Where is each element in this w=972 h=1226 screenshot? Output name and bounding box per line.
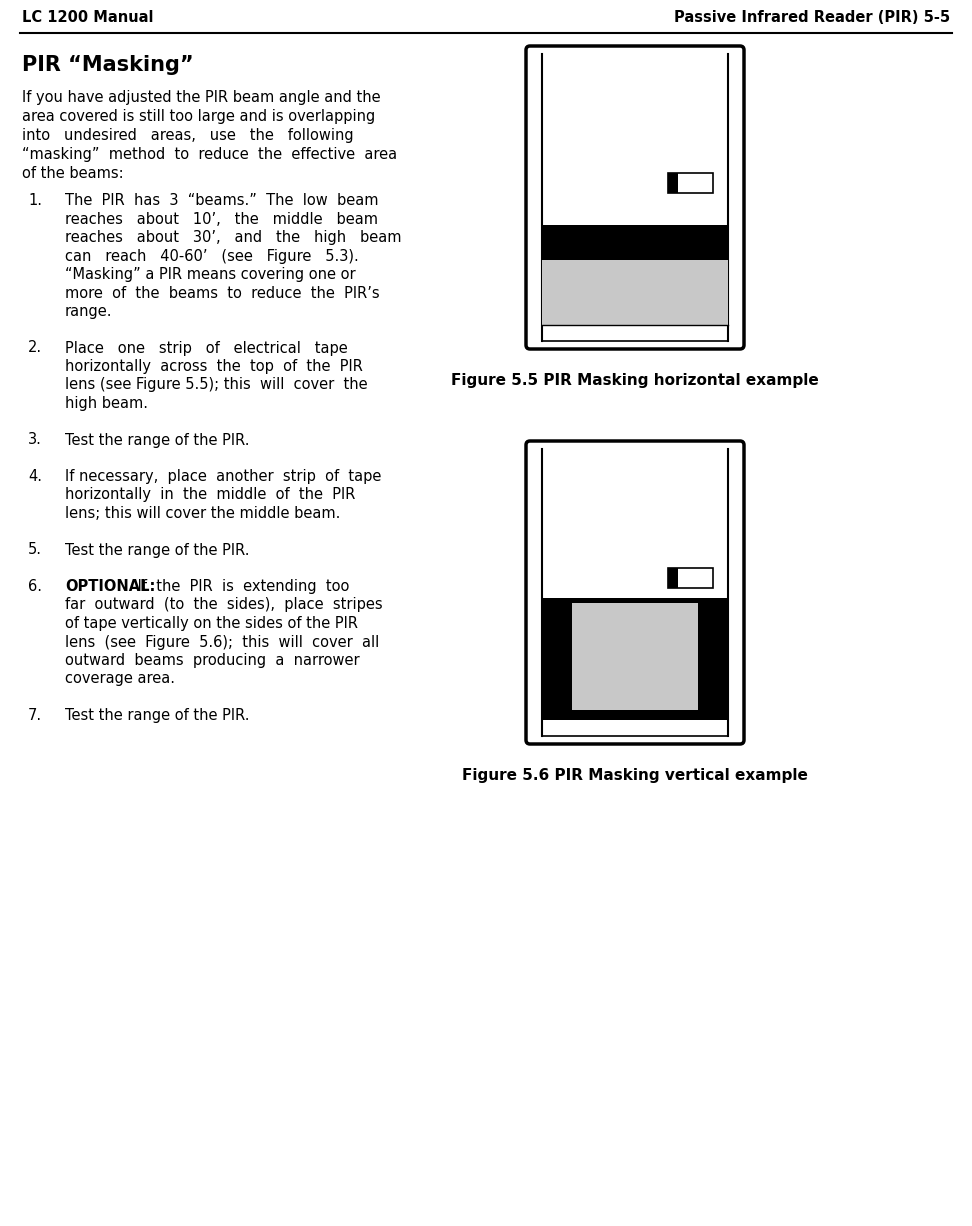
Bar — [668, 173, 678, 192]
Text: “masking”  method  to  reduce  the  effective  area: “masking” method to reduce the effective… — [22, 147, 398, 162]
Text: area covered is still too large and is overlapping: area covered is still too large and is o… — [22, 109, 375, 124]
Text: If  the  PIR  is  extending  too: If the PIR is extending too — [133, 579, 349, 595]
Text: 4.: 4. — [28, 470, 42, 484]
Text: into   undesired   areas,   use   the   following: into undesired areas, use the following — [22, 128, 354, 143]
Text: coverage area.: coverage area. — [65, 672, 175, 687]
Text: lens; this will cover the middle beam.: lens; this will cover the middle beam. — [65, 506, 340, 521]
Text: can   reach   40-60’   (see   Figure   5.3).: can reach 40-60’ (see Figure 5.3). — [65, 249, 359, 264]
Text: outward  beams  producing  a  narrower: outward beams producing a narrower — [65, 653, 360, 668]
Text: of the beams:: of the beams: — [22, 166, 123, 181]
Text: 7.: 7. — [28, 707, 42, 723]
Bar — [668, 568, 713, 588]
Text: 3.: 3. — [28, 433, 42, 447]
Text: high beam.: high beam. — [65, 396, 148, 411]
Text: Place   one   strip   of   electrical   tape: Place one strip of electrical tape — [65, 341, 348, 356]
Text: 6.: 6. — [28, 579, 42, 595]
Text: horizontally  across  the  top  of  the  PIR: horizontally across the top of the PIR — [65, 359, 363, 374]
Bar — [572, 603, 698, 710]
FancyBboxPatch shape — [526, 47, 744, 349]
Text: horizontally  in  the  middle  of  the  PIR: horizontally in the middle of the PIR — [65, 488, 356, 503]
Text: PIR “Masking”: PIR “Masking” — [22, 55, 193, 75]
Text: If necessary,  place  another  strip  of  tape: If necessary, place another strip of tap… — [65, 470, 381, 484]
Text: 2.: 2. — [28, 341, 42, 356]
Text: Figure 5.6 PIR Masking vertical example: Figure 5.6 PIR Masking vertical example — [462, 767, 808, 783]
Text: lens  (see  Figure  5.6);  this  will  cover  all: lens (see Figure 5.6); this will cover a… — [65, 635, 379, 650]
Text: 1.: 1. — [28, 192, 42, 208]
Text: more  of  the  beams  to  reduce  the  PIR’s: more of the beams to reduce the PIR’s — [65, 286, 380, 300]
Text: OPTIONAL:: OPTIONAL: — [65, 579, 156, 595]
FancyBboxPatch shape — [526, 441, 744, 744]
Text: Figure 5.5 PIR Masking horizontal example: Figure 5.5 PIR Masking horizontal exampl… — [451, 373, 818, 387]
Text: “Masking” a PIR means covering one or: “Masking” a PIR means covering one or — [65, 267, 356, 282]
Text: The  PIR  has  3  “beams.”  The  low  beam: The PIR has 3 “beams.” The low beam — [65, 192, 378, 208]
Text: Passive Infrared Reader (PIR) 5-5: Passive Infrared Reader (PIR) 5-5 — [674, 10, 950, 25]
Text: range.: range. — [65, 304, 113, 319]
Text: far  outward  (to  the  sides),  place  stripes: far outward (to the sides), place stripe… — [65, 597, 383, 613]
Text: lens (see Figure 5.5); this  will  cover  the: lens (see Figure 5.5); this will cover t… — [65, 378, 367, 392]
Text: 5.: 5. — [28, 542, 42, 558]
Text: of tape vertically on the sides of the PIR: of tape vertically on the sides of the P… — [65, 615, 358, 631]
Text: Test the range of the PIR.: Test the range of the PIR. — [65, 707, 250, 723]
Text: reaches   about   30’,   and   the   high   beam: reaches about 30’, and the high beam — [65, 230, 401, 245]
Bar — [668, 173, 713, 192]
Text: Test the range of the PIR.: Test the range of the PIR. — [65, 433, 250, 447]
Text: LC 1200 Manual: LC 1200 Manual — [22, 10, 154, 25]
Text: reaches   about   10’,   the   middle   beam: reaches about 10’, the middle beam — [65, 212, 378, 227]
Bar — [668, 568, 678, 588]
Text: If you have adjusted the PIR beam angle and the: If you have adjusted the PIR beam angle … — [22, 89, 381, 105]
Bar — [542, 598, 728, 720]
Bar — [542, 260, 728, 325]
Text: Test the range of the PIR.: Test the range of the PIR. — [65, 542, 250, 558]
Bar — [542, 226, 728, 260]
